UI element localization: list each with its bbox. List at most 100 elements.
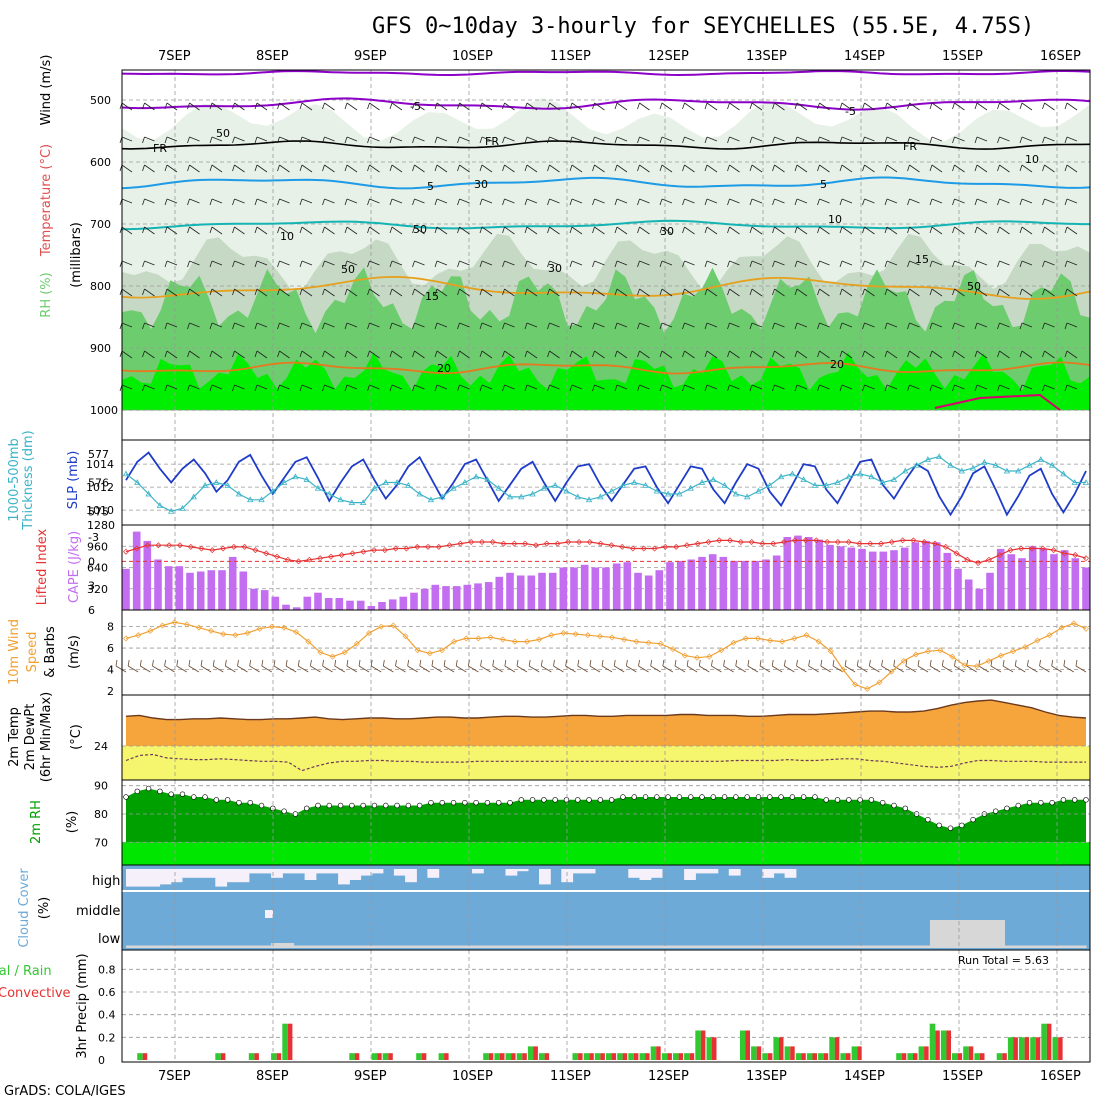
wind-barb xyxy=(277,322,280,330)
cape-bar xyxy=(932,542,941,610)
wind-barb xyxy=(232,322,235,330)
wind-barb xyxy=(324,288,335,297)
date-label: 8SEP xyxy=(256,49,289,64)
wind-barb xyxy=(698,659,701,667)
precip-total-bar xyxy=(349,1053,355,1060)
precip-convective-bar xyxy=(924,1046,929,1060)
high-cloud-gap xyxy=(583,869,596,874)
wind-barb xyxy=(526,164,538,173)
wind-barb xyxy=(886,198,898,204)
wind-barb xyxy=(1019,384,1023,392)
wind-barb xyxy=(952,384,955,392)
wind-barb xyxy=(1002,659,1005,667)
wind-barb xyxy=(751,164,763,173)
wind-barb xyxy=(749,350,753,358)
precip-convective-bar xyxy=(935,1030,940,1060)
wind-barb xyxy=(277,136,280,144)
low-cloud-bar xyxy=(907,945,920,948)
wind-barb xyxy=(1044,350,1055,359)
wind-barb xyxy=(682,350,685,358)
rh2m-point xyxy=(258,802,265,809)
low-cloud-bar xyxy=(728,945,741,948)
wind-barb xyxy=(526,198,538,204)
wind-point xyxy=(864,685,871,692)
wind-barb xyxy=(594,198,605,204)
y-tick-label: 0.4 xyxy=(98,1009,116,1022)
precip-total-bar xyxy=(1007,1037,1014,1060)
wind-barb xyxy=(794,384,798,392)
cape-bar xyxy=(442,586,450,610)
wind-barb xyxy=(909,322,920,328)
cape-bar xyxy=(804,537,813,610)
wind-barb xyxy=(1063,659,1066,667)
wind-barb xyxy=(367,226,370,234)
precip-total-bar xyxy=(684,1053,690,1060)
wind-barb xyxy=(706,288,718,297)
wind-barb xyxy=(232,384,235,392)
wind-barb xyxy=(839,102,843,110)
lifted-point xyxy=(522,540,529,547)
wind-barb xyxy=(1021,164,1033,173)
precip-total-bar xyxy=(673,1053,679,1060)
precip-convective-bar xyxy=(801,1053,806,1060)
wind-barb xyxy=(794,260,798,268)
wind-barb xyxy=(729,350,740,359)
high-cloud-gap xyxy=(282,869,295,874)
wind-barb xyxy=(751,350,763,359)
rh2m-point xyxy=(236,799,242,806)
wind-barb xyxy=(931,384,943,390)
wind-barb xyxy=(187,164,190,172)
wind-barb xyxy=(324,198,335,204)
contour-label: 5 xyxy=(820,178,827,191)
thickness-point xyxy=(122,470,130,477)
rh2m-point xyxy=(507,799,513,806)
wind-barb xyxy=(817,198,820,206)
cape-bar xyxy=(420,588,429,611)
wind-barb xyxy=(954,226,965,235)
thickness-point xyxy=(834,479,841,485)
wind-barb xyxy=(142,102,145,110)
cape-bar xyxy=(1050,554,1058,610)
cape-bar xyxy=(815,539,824,610)
wind-barb xyxy=(389,288,393,296)
lifted-point xyxy=(802,537,809,544)
wind-barb xyxy=(1042,198,1045,206)
wind-barb xyxy=(862,384,865,392)
wind-barb xyxy=(189,226,200,235)
wind-barb xyxy=(277,198,280,206)
wind-barb xyxy=(502,288,505,296)
wind-barb xyxy=(232,198,235,206)
thickness-point xyxy=(258,496,265,503)
wind-barb xyxy=(886,288,898,297)
wind-barb xyxy=(346,102,358,111)
wind-barb xyxy=(592,260,595,268)
wind-barb xyxy=(592,322,595,330)
lifted-point xyxy=(759,540,766,547)
rh2m-point xyxy=(349,802,355,809)
wind-barb xyxy=(841,384,853,390)
cape-bar xyxy=(836,546,845,611)
wind-barb xyxy=(301,322,313,328)
low-cloud-bar xyxy=(237,945,250,948)
low-cloud-bar xyxy=(338,945,350,948)
wind-barb xyxy=(459,288,470,297)
wind-barb xyxy=(414,198,425,204)
wind-barb xyxy=(524,164,528,172)
wind-point xyxy=(536,636,543,643)
wind-barb xyxy=(659,322,663,330)
precip-convective-bar xyxy=(578,1053,583,1060)
wind-barb xyxy=(706,384,718,390)
wind-barb xyxy=(661,260,673,266)
wind-barb xyxy=(684,226,695,235)
wind-barb xyxy=(324,350,335,359)
wind-barb xyxy=(480,665,491,673)
wind-barb xyxy=(844,665,856,673)
wind-barb xyxy=(344,136,348,144)
wind-barb xyxy=(504,322,515,328)
low-cloud-bar xyxy=(706,945,719,948)
thickness-point xyxy=(868,473,875,480)
wind-barb xyxy=(279,164,290,173)
cape-bar xyxy=(730,560,738,610)
lifted-point xyxy=(263,550,270,557)
precip-total-bar xyxy=(1041,1023,1047,1060)
